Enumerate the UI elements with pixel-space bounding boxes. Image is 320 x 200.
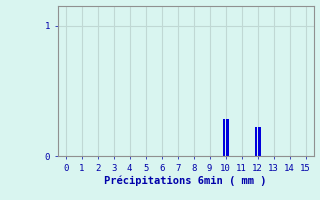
Bar (223, 119, 225, 156)
Bar (255, 127, 257, 156)
Bar (259, 127, 260, 156)
Bar (227, 119, 228, 156)
X-axis label: Précipitations 6min ( mm ): Précipitations 6min ( mm ) (104, 175, 267, 186)
